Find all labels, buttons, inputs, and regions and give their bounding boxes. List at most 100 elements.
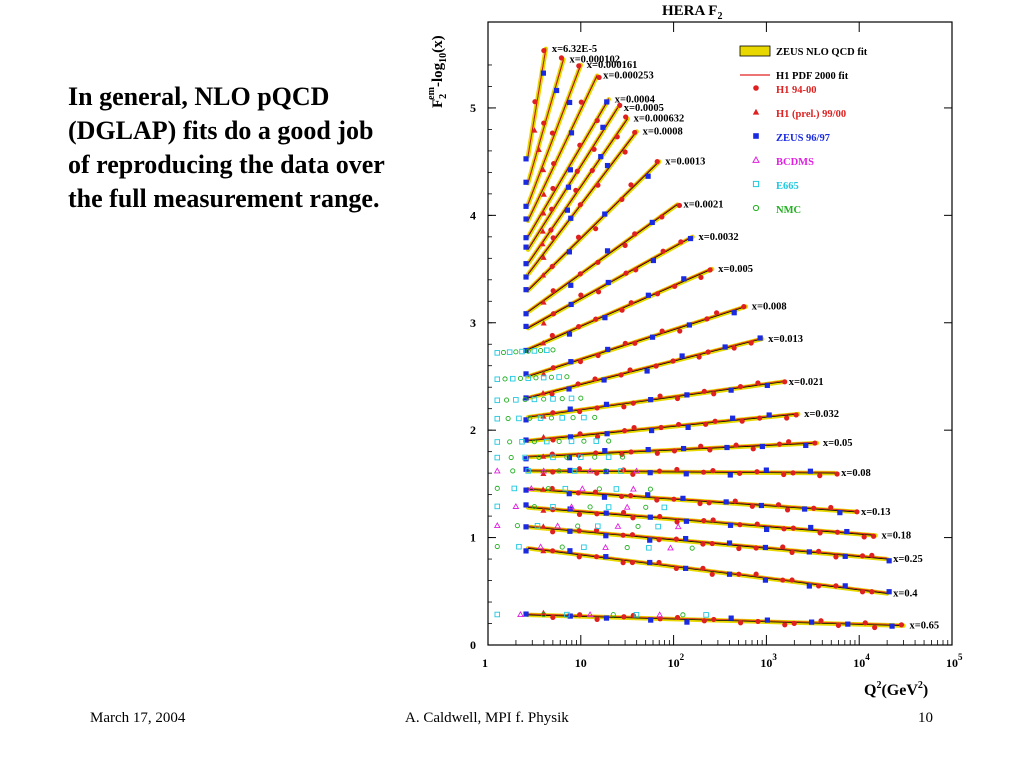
zeus-data-point — [727, 472, 733, 478]
legend-marker-open-triangle — [752, 155, 760, 163]
h1-data-point — [700, 565, 706, 571]
e665-data-point — [494, 376, 501, 383]
zeus-data-point — [567, 434, 574, 440]
e665-data-point — [568, 438, 575, 445]
h1-data-point — [674, 395, 681, 402]
h1-data-point — [623, 270, 629, 276]
bin-label: x=0.0008 — [643, 127, 683, 138]
h1-data-point — [629, 559, 636, 566]
h1-data-point — [548, 227, 554, 233]
h1-data-point — [619, 307, 625, 313]
h1-data-point — [576, 528, 582, 534]
nmc-data-point — [504, 397, 510, 403]
e665-data-point — [494, 439, 501, 445]
bcdms-data-point — [667, 544, 674, 551]
zeus-data-point — [648, 397, 654, 403]
h1-data-point — [737, 383, 744, 390]
h1-fit-line — [527, 160, 660, 290]
h1-data-point — [741, 304, 747, 310]
e665-data-point — [661, 504, 668, 511]
bcdms-data-point — [602, 543, 609, 550]
nmc-data-point — [570, 415, 576, 421]
h1-data-point — [862, 620, 868, 626]
h1-data-point — [550, 311, 557, 317]
h1-data-point — [593, 226, 599, 232]
zeus-data-point — [603, 533, 609, 539]
legend-marker-open-circle — [752, 204, 760, 212]
bin-label: x=0.008 — [752, 302, 787, 313]
e665-data-point — [494, 611, 501, 618]
zeus-data-point — [600, 124, 606, 130]
h1-data-point — [550, 410, 556, 416]
nmc-data-point — [647, 486, 653, 492]
h1-data-point — [677, 328, 683, 334]
zeus-data-point — [568, 359, 574, 365]
slide-body-text: In general, NLO pQCD (DGLAP) fits do a g… — [68, 82, 385, 213]
zeus-data-point — [523, 417, 529, 423]
h1-data-point — [703, 421, 709, 427]
h1-data-point — [754, 521, 760, 527]
h1-data-point — [658, 424, 664, 431]
bcdms-data-point — [614, 522, 622, 529]
h1-data-point — [861, 534, 867, 540]
zeus-data-point — [567, 167, 573, 173]
h1-data-point — [775, 502, 782, 508]
legend-label: ZEUS NLO QCD fit — [776, 47, 868, 58]
zeus-data-point — [568, 130, 575, 136]
h1-data-point — [541, 120, 547, 126]
nmc-data-point — [541, 612, 547, 618]
nmc-data-point — [564, 374, 570, 380]
zeus-data-point — [647, 470, 653, 476]
e665-data-point — [519, 439, 525, 445]
zeus-data-point — [568, 301, 574, 308]
nmc-data-point — [592, 454, 598, 460]
zeus-data-point — [758, 502, 765, 509]
h1-prelim-data-point — [540, 433, 547, 440]
nmc-data-point — [494, 485, 500, 491]
h1-data-point — [578, 292, 584, 298]
h1-data-point — [618, 372, 624, 378]
h1-data-point — [697, 500, 703, 507]
zeus-data-point — [679, 353, 685, 359]
x-axis-label: Q2(GeV2) — [864, 680, 928, 699]
h1-data-point — [790, 525, 796, 531]
zeus-data-point — [604, 99, 610, 105]
zeus-data-point — [602, 211, 608, 217]
h1-data-point — [757, 415, 763, 421]
h1-fit-line — [527, 525, 888, 559]
h1-data-point — [551, 160, 557, 167]
bin-label: x=0.005 — [718, 264, 753, 275]
h1-data-point — [576, 511, 583, 517]
h1-data-point — [739, 418, 745, 424]
nmc-data-point — [545, 486, 551, 492]
h1-data-point — [632, 129, 638, 136]
h1-data-point — [620, 509, 627, 516]
zeus-data-point — [726, 571, 733, 577]
zeus-data-point — [680, 445, 687, 452]
zeus-data-point — [523, 323, 529, 330]
zeus-data-point — [566, 455, 573, 461]
h1-data-point — [574, 168, 580, 174]
nmc-data-point — [525, 348, 531, 354]
zeus-data-point — [680, 495, 686, 501]
e665-data-point — [550, 454, 556, 461]
e665-data-point — [540, 374, 547, 381]
h1-prelim-data-point — [540, 486, 547, 492]
h1-data-point — [575, 490, 581, 496]
e665-data-point — [633, 612, 640, 618]
zeus-data-point — [649, 219, 655, 226]
nmc-data-point — [556, 438, 562, 445]
zeus-data-point — [681, 276, 687, 282]
e665-data-point — [618, 468, 624, 474]
h1-data-point — [621, 614, 627, 620]
legend-marker-open-square — [752, 180, 760, 188]
zeus-fit-line — [527, 161, 660, 291]
zeus-data-point — [523, 611, 529, 617]
zeus-data-point — [523, 179, 529, 185]
h1-data-point — [784, 415, 790, 421]
h1-data-point — [898, 622, 905, 628]
bcdms-data-point — [586, 611, 594, 618]
zeus-data-point — [845, 621, 851, 627]
h1-data-point — [780, 577, 786, 583]
zeus-data-point — [728, 615, 734, 621]
